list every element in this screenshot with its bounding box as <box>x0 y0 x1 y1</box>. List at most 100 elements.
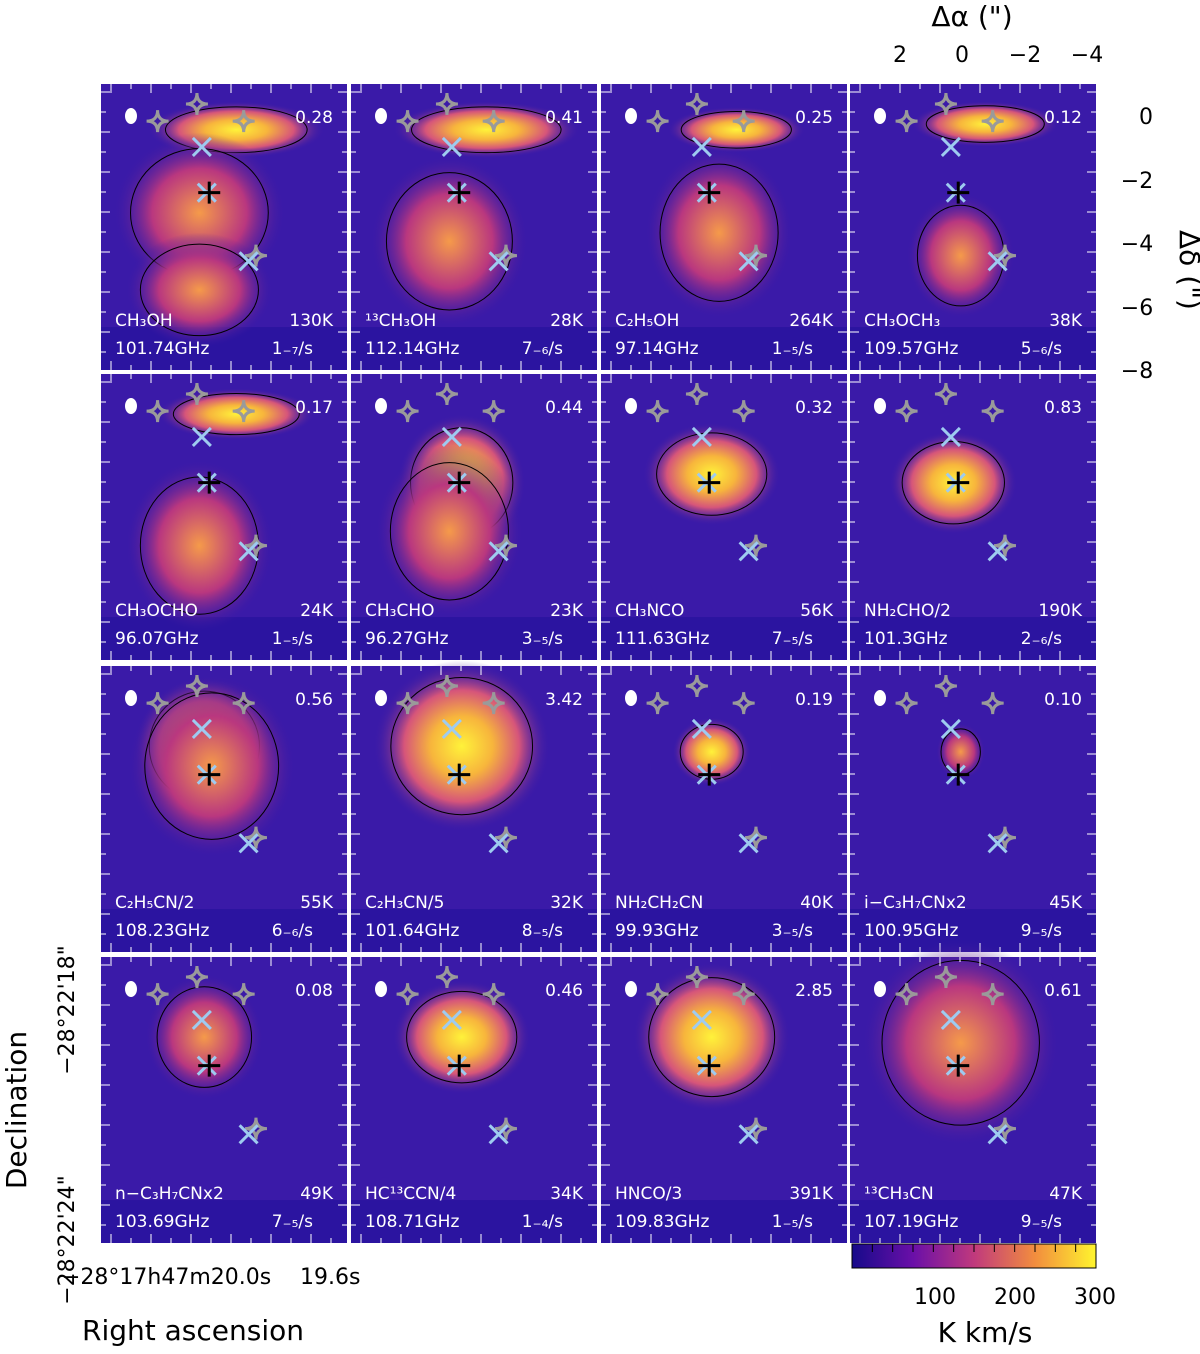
panel-frequency: 101.3GHz <box>864 629 948 649</box>
panel-velocity: 1₋₅/s <box>272 629 313 649</box>
top-axis-tick-4: −4 <box>1071 43 1103 68</box>
panel-peak-value: 0.25 <box>795 108 833 128</box>
top-axis-tick-2: 0 <box>955 43 969 68</box>
star-marker-icon <box>646 400 669 423</box>
emission-region <box>906 192 1015 319</box>
cross-marker-icon <box>738 833 759 854</box>
star-marker-icon <box>435 674 459 698</box>
center-plus-icon <box>448 181 471 204</box>
contour <box>390 676 534 816</box>
panel-temperature: 190K <box>1038 601 1082 621</box>
colorbar-tick-100: 100 <box>914 1285 956 1310</box>
beam-ellipse <box>625 398 637 414</box>
panel-species: i−C₃H₇CNx2 <box>864 893 967 913</box>
panel-species: CH₃OH <box>115 311 173 331</box>
emission-region <box>145 974 264 1100</box>
panel-species: HC¹³CCN/4 <box>365 1184 456 1204</box>
panel-frequency: 109.57GHz <box>864 339 958 359</box>
star-marker-icon <box>146 400 169 423</box>
cross-marker-icon <box>987 541 1008 562</box>
panel: 0.41 ¹³CH₃OH 28K 112.14GHz 7₋₆/s <box>351 84 597 370</box>
panel-temperature: 47K <box>1049 1184 1083 1204</box>
star-marker-icon <box>934 92 958 116</box>
panel-frequency: 108.23GHz <box>115 921 209 941</box>
emission-region <box>645 146 793 319</box>
beam-ellipse <box>874 690 886 706</box>
right-axis-tick-4: −6 <box>1121 296 1153 321</box>
panel-species: ¹³CH₃CN <box>864 1184 934 1204</box>
cross-marker-icon <box>441 1009 462 1030</box>
panel-velocity: 1₋₄/s <box>522 1212 563 1232</box>
panel: 3.42 C₂H₃CN/5 32K 101.64GHz 8₋₅/s <box>351 660 597 952</box>
emission-region <box>125 232 274 348</box>
right-axis-tick-3: −4 <box>1121 232 1153 257</box>
center-plus-icon <box>698 1054 721 1077</box>
star-marker-icon <box>396 400 419 423</box>
beam-ellipse <box>375 981 387 997</box>
emission-region <box>392 101 580 159</box>
panel-species: ¹³CH₃OH <box>365 311 436 331</box>
top-axis-tick-1: 2 <box>893 43 907 68</box>
colorbar-tick-300: 300 <box>1074 1285 1116 1310</box>
panel-temperature: 23K <box>550 601 584 621</box>
panel-frequency: 103.69GHz <box>115 1212 209 1232</box>
panel: 0.10 i−C₃H₇CNx2 45K 100.95GHz 9₋₅/s <box>850 666 1096 952</box>
star-marker-icon <box>685 382 709 406</box>
right-axis-tick-1: 0 <box>1139 105 1153 130</box>
cross-marker-icon <box>441 136 462 157</box>
panel: 0.32 CH₃NCO 56K 111.63GHz 7₋₅/s <box>601 374 847 660</box>
panel-species: CH₃NCO <box>615 601 684 621</box>
cross-marker-icon <box>238 1124 259 1145</box>
cross-marker-icon <box>987 833 1008 854</box>
emission-region <box>911 101 1060 147</box>
star-marker-icon <box>685 92 709 116</box>
panel-peak-value: 3.42 <box>545 690 583 710</box>
cross-marker-icon <box>238 541 259 562</box>
star-marker-icon <box>435 92 459 116</box>
cross-marker-icon <box>691 718 712 739</box>
cross-marker-icon <box>691 136 712 157</box>
panel-species: HNCO/3 <box>615 1184 682 1204</box>
center-plus-icon <box>198 471 221 494</box>
star-marker-icon <box>232 400 255 423</box>
beam-ellipse <box>874 981 886 997</box>
contour <box>656 432 768 516</box>
beam-ellipse <box>625 108 637 124</box>
colorbar-tick-200: 200 <box>994 1285 1036 1310</box>
panel-frequency: 107.19GHz <box>864 1212 958 1232</box>
star-marker-icon <box>482 110 505 133</box>
emission-region <box>667 106 806 153</box>
panel-frequency: 108.71GHz <box>365 1212 459 1232</box>
panel-velocity: 5₋₆/s <box>1021 339 1062 359</box>
panel-velocity: 1₋₇/s <box>272 339 313 359</box>
star-marker-icon <box>732 110 755 133</box>
star-marker-icon <box>685 965 709 989</box>
cross-marker-icon <box>738 251 759 272</box>
contour <box>389 462 509 601</box>
panel-species: n−C₃H₇CNx2 <box>115 1184 224 1204</box>
star-marker-icon <box>396 110 419 133</box>
panel-velocity: 7₋₆/s <box>522 339 563 359</box>
cross-marker-icon <box>191 426 212 447</box>
panel-velocity: 1₋₅/s <box>772 1212 813 1232</box>
star-marker-icon <box>185 382 209 406</box>
panel-species: NH₂CHO/2 <box>864 601 951 621</box>
panel-temperature: 28K <box>550 311 584 331</box>
cross-marker-icon <box>738 1124 759 1145</box>
star-marker-icon <box>895 692 918 715</box>
center-plus-icon <box>448 1054 471 1077</box>
bottom-axis-tick-1: −28°17h47m20.0s <box>62 1265 271 1290</box>
star-marker-icon <box>732 983 755 1006</box>
contour <box>925 105 1045 143</box>
beam-ellipse <box>125 690 137 706</box>
star-marker-icon <box>482 692 505 715</box>
emission-region <box>642 422 781 526</box>
center-plus-icon <box>198 181 221 204</box>
panel: 0.46 HC¹³CCN/4 34K 108.71GHz 1₋₄/s <box>351 957 597 1243</box>
panel-temperature: 49K <box>300 1184 334 1204</box>
star-marker-icon <box>185 674 209 698</box>
panel-peak-value: 0.12 <box>1044 108 1082 128</box>
cross-marker-icon <box>940 136 961 157</box>
panel-temperature: 264K <box>789 311 833 331</box>
